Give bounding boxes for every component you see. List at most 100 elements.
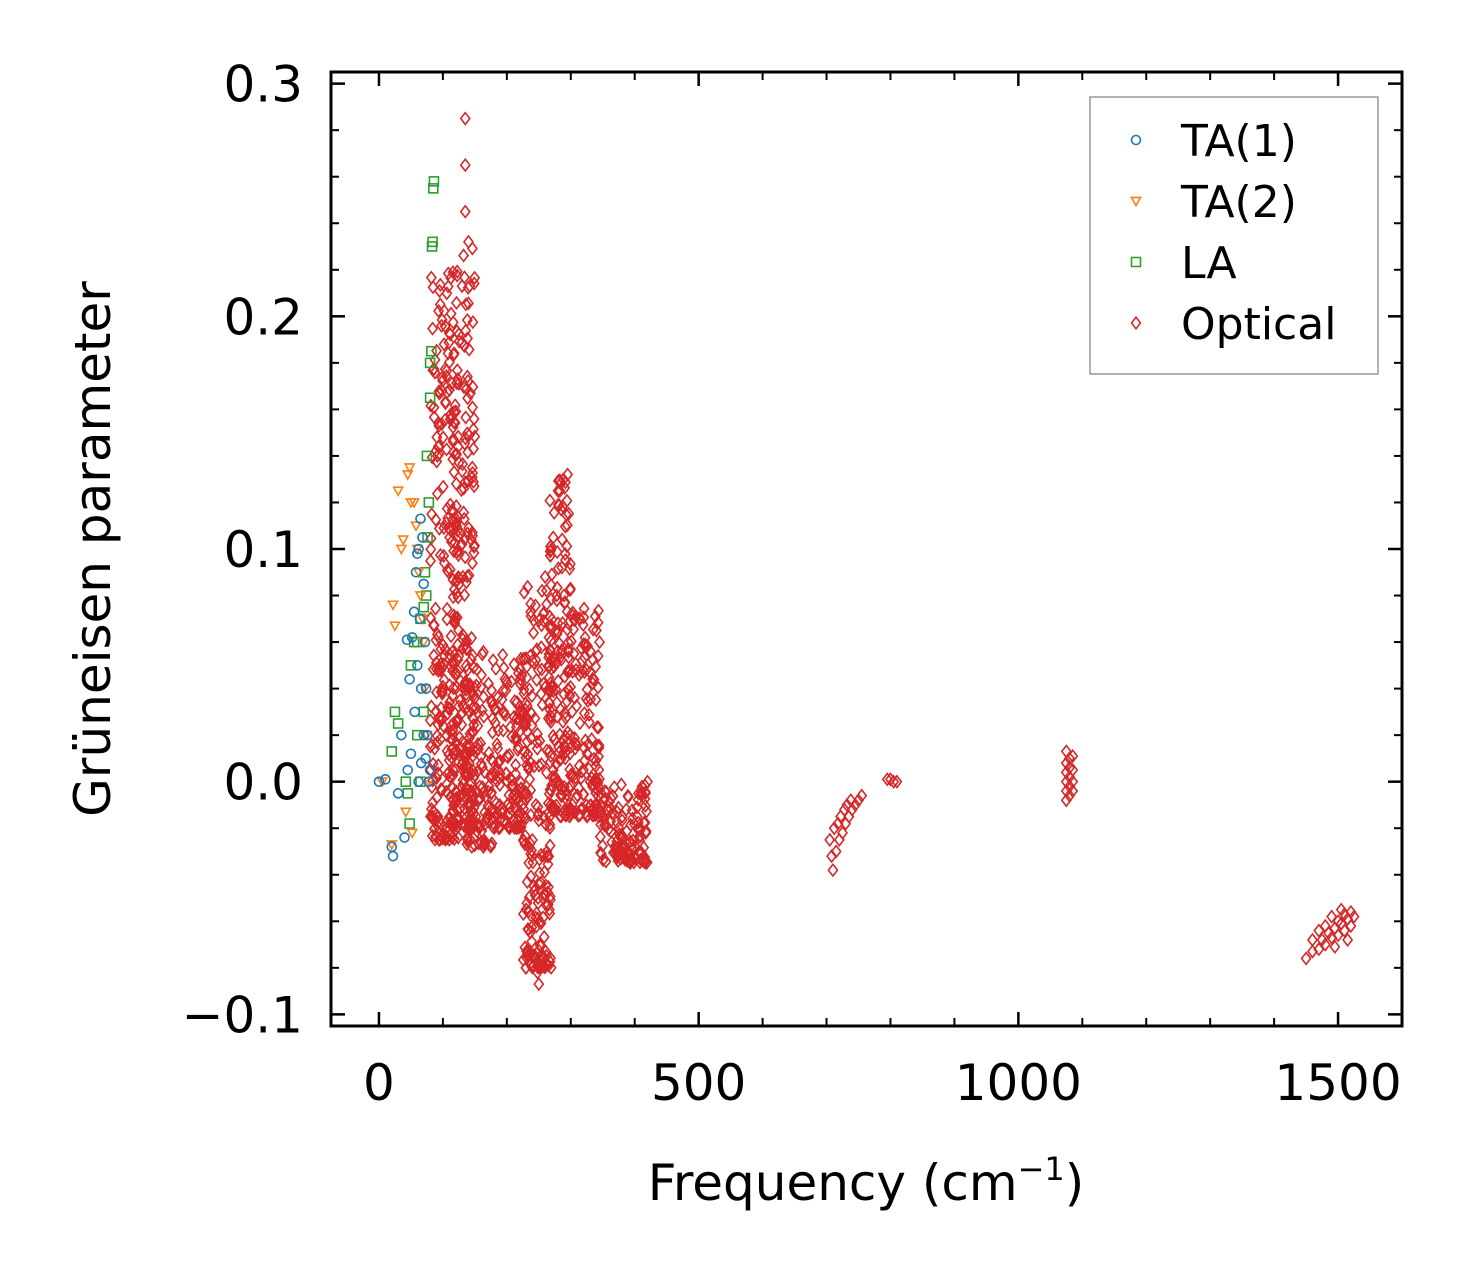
data-point: [523, 759, 535, 775]
data-point: [520, 811, 532, 826]
data-point: [541, 844, 553, 860]
data-point: [463, 806, 475, 822]
data-point: [562, 467, 574, 482]
data-point: [884, 772, 896, 787]
data-point: [483, 778, 495, 794]
data-point: [435, 663, 447, 678]
data-point: [452, 523, 464, 538]
data-point: [489, 793, 501, 809]
data-point: [426, 241, 438, 252]
data-point: [457, 627, 469, 643]
y-tick-label: 0.3: [223, 56, 303, 114]
data-point: [401, 634, 413, 646]
data-point: [542, 711, 554, 726]
data-point: [428, 400, 440, 415]
data-point: [522, 579, 534, 595]
data-point: [414, 591, 427, 602]
data-point: [575, 640, 587, 656]
data-point: [554, 483, 566, 499]
data-point: [1345, 904, 1357, 920]
data-point: [399, 832, 410, 843]
data-point: [404, 818, 415, 829]
legend-marker-la: [1130, 256, 1142, 268]
data-point: [589, 772, 601, 787]
legend-box: [1089, 96, 1379, 375]
data-point: [555, 502, 567, 517]
data-point: [452, 590, 464, 605]
data-point: [445, 658, 457, 674]
data-point: [460, 323, 472, 338]
data-point: [447, 431, 459, 447]
data-point: [431, 343, 443, 358]
data-point: [533, 613, 545, 628]
data-point: [562, 644, 574, 659]
data-point: [570, 609, 582, 624]
data-point: [418, 729, 430, 741]
data-point: [475, 749, 487, 764]
data-point: [418, 706, 430, 718]
data-point: [446, 688, 458, 704]
data-point: [424, 392, 436, 404]
data-point: [392, 788, 404, 799]
data-point: [474, 779, 486, 794]
data-point: [506, 772, 518, 788]
data-point: [458, 379, 470, 395]
data-point: [405, 660, 417, 671]
data-point: [483, 800, 495, 815]
data-point: [559, 519, 571, 534]
data-point: [475, 667, 487, 683]
data-point: [1064, 788, 1076, 803]
data-point: [634, 822, 646, 838]
data-point: [462, 445, 474, 460]
data-point: [522, 922, 534, 937]
data-point: [553, 636, 565, 651]
data-point: [467, 314, 479, 330]
data-point: [497, 801, 509, 816]
data-point: [471, 705, 483, 720]
series-ta-1-: [373, 513, 436, 862]
data-point: [529, 711, 541, 726]
data-point: [561, 518, 573, 533]
scatter-marks: [373, 111, 1360, 992]
data-point: [426, 809, 438, 824]
data-point: [599, 784, 611, 799]
data-point: [837, 825, 849, 841]
data-point: [523, 890, 535, 905]
data-point: [477, 779, 489, 795]
data-point: [441, 601, 453, 617]
data-point: [521, 670, 533, 685]
data-point: [408, 606, 420, 618]
y-tick-label: −0.1: [182, 986, 303, 1044]
data-point: [827, 862, 839, 878]
data-point: [612, 840, 624, 856]
data-point: [539, 569, 551, 585]
data-point: [544, 695, 556, 711]
data-point: [528, 879, 540, 894]
data-point: [420, 590, 432, 601]
data-point: [412, 729, 423, 741]
data-point: [539, 886, 551, 901]
x-axis-label: Frequency (cm−1): [648, 1150, 1085, 1212]
data-point: [519, 702, 531, 717]
data-point: [450, 667, 462, 683]
data-point: [438, 555, 450, 571]
data-point: [555, 809, 567, 824]
data-point: [544, 782, 556, 797]
data-point: [629, 851, 641, 866]
data-point: [437, 679, 449, 694]
data-point: [431, 454, 443, 469]
data-point: [448, 464, 460, 480]
data-point: [450, 665, 462, 681]
data-point: [410, 566, 422, 578]
data-point: [420, 683, 432, 694]
data-point: [449, 398, 461, 413]
data-point: [532, 911, 544, 926]
data-point: [592, 615, 604, 630]
data-point: [852, 793, 865, 808]
data-point: [468, 538, 480, 553]
data-point: [444, 695, 456, 710]
data-point: [448, 715, 460, 731]
data-point: [427, 756, 439, 772]
data-point: [451, 544, 463, 560]
